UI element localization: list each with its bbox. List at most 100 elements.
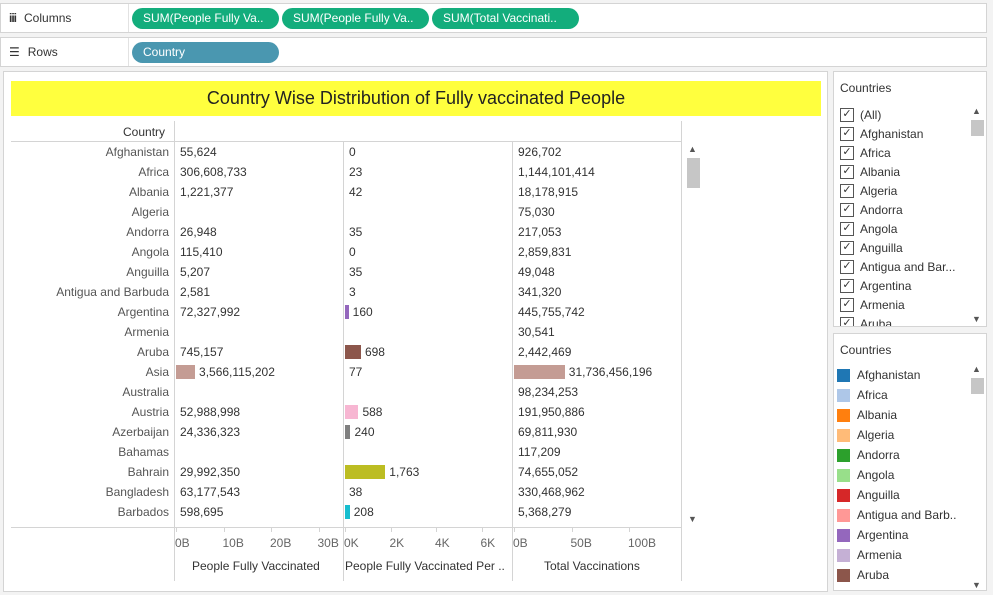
legend-item[interactable]: Algeria xyxy=(837,425,894,445)
filter-item-label: Aruba xyxy=(860,316,893,327)
filter-item[interactable]: ✓ Afghanistan xyxy=(840,124,923,143)
bar[interactable] xyxy=(345,345,361,359)
filter-scroll-down-icon[interactable]: ▼ xyxy=(972,314,981,324)
row-label: Armenia xyxy=(124,325,169,339)
checkbox-checked-icon[interactable]: ✓ xyxy=(840,183,854,198)
filter-item[interactable]: ✓ Armenia xyxy=(840,295,905,314)
legend-item[interactable]: Africa xyxy=(837,385,888,405)
bar[interactable] xyxy=(176,365,196,379)
filter-scrollbar[interactable]: ▲ ▼ xyxy=(970,106,984,324)
filter-item[interactable]: ✓ Argentina xyxy=(840,276,911,295)
table-scrollbar[interactable]: ▲ ▼ xyxy=(686,142,700,527)
column-pill-people-fully-vaccinated-per[interactable]: SUM(People Fully Va.. xyxy=(282,8,429,29)
scroll-up-icon[interactable]: ▲ xyxy=(688,144,697,154)
legend-item-label: Andorra xyxy=(857,448,900,462)
value-label: 160 xyxy=(352,305,373,319)
legend-item-label: Africa xyxy=(857,388,888,402)
column-pill-total-vaccinations[interactable]: SUM(Total Vaccinati.. xyxy=(432,8,579,29)
axis-tick-label: 10B xyxy=(222,536,244,550)
value-label: 0 xyxy=(349,145,356,159)
value-label: 698 xyxy=(364,345,385,359)
value-label: 115,410 xyxy=(180,245,223,259)
legend-item[interactable]: Anguilla xyxy=(837,485,900,505)
rows-shelf: ☰ Rows Country xyxy=(0,37,987,67)
legend-item[interactable]: Argentina xyxy=(837,525,908,545)
legend-swatch xyxy=(837,528,850,542)
legend-item[interactable]: Albania xyxy=(837,405,897,425)
row-label: Azerbaijan xyxy=(112,425,169,439)
value-label: 74,655,052 xyxy=(518,465,579,479)
row-label: Bahrain xyxy=(127,465,169,479)
filter-item-label: Armenia xyxy=(860,297,905,312)
checkbox-checked-icon[interactable]: ✓ xyxy=(840,278,854,293)
filter-item[interactable]: ✓ Angola xyxy=(840,219,897,238)
legend-item[interactable]: Afghanistan xyxy=(837,365,920,385)
row-pill-country[interactable]: Country xyxy=(132,42,279,63)
filter-item-label: (All) xyxy=(860,107,882,122)
value-label: 29,992,350 xyxy=(180,465,241,479)
countries-legend-panel: Countries Afghanistan Africa Albania Algeri… xyxy=(833,333,987,591)
value-label: 445,755,742 xyxy=(518,305,585,319)
value-label: 3,566,115,202 xyxy=(199,365,275,379)
bar[interactable] xyxy=(345,465,386,479)
bar[interactable] xyxy=(345,425,351,439)
row-label: Afghanistan xyxy=(105,145,169,159)
checkbox-checked-icon[interactable]: ✓ xyxy=(840,164,854,179)
rows-icon: ☰ xyxy=(9,45,20,59)
checkbox-checked-icon[interactable]: ✓ xyxy=(840,202,854,217)
legend-swatch xyxy=(837,448,850,462)
filter-item[interactable]: ✓ Africa xyxy=(840,143,891,162)
filter-item[interactable]: ✓ Antigua and Bar... xyxy=(840,257,955,276)
value-label: 1,144,101,414 xyxy=(518,165,595,179)
legend-item[interactable]: Aruba xyxy=(837,565,889,585)
column-pill-people-fully-vaccinated[interactable]: SUM(People Fully Va.. xyxy=(132,8,279,29)
axis-tick-label: 30B xyxy=(317,536,339,550)
legend-item[interactable]: Angola xyxy=(837,465,894,485)
filter-scroll-up-icon[interactable]: ▲ xyxy=(972,106,981,116)
checkbox-checked-icon[interactable]: ✓ xyxy=(840,126,854,141)
filter-item-label: Anguilla xyxy=(860,240,903,255)
bar[interactable] xyxy=(514,365,565,379)
filter-item-label: Albania xyxy=(860,164,901,179)
value-label: 75,030 xyxy=(518,205,555,219)
checkbox-checked-icon[interactable]: ✓ xyxy=(840,145,854,160)
filter-item[interactable]: ✓ (All) xyxy=(840,105,881,124)
filter-item-label: Afghanistan xyxy=(860,126,924,141)
legend-scroll-thumb[interactable] xyxy=(971,378,984,394)
legend-item-label: Antigua and Barb.. xyxy=(857,508,957,522)
legend-scroll-down-icon[interactable]: ▼ xyxy=(972,580,981,590)
axis-title-tv: Total Vaccinations xyxy=(544,559,640,573)
filter-scroll-thumb[interactable] xyxy=(971,120,984,136)
checkbox-checked-icon[interactable]: ✓ xyxy=(840,316,854,326)
bar[interactable] xyxy=(345,405,359,419)
filter-item[interactable]: ✓ Albania xyxy=(840,162,900,181)
row-label: Anguilla xyxy=(126,265,169,279)
checkbox-checked-icon[interactable]: ✓ xyxy=(840,259,854,274)
checkbox-checked-icon[interactable]: ✓ xyxy=(840,107,854,122)
legend-item[interactable]: Armenia xyxy=(837,545,902,565)
legend-item-label: Afghanistan xyxy=(857,368,921,382)
filter-item[interactable]: ✓ Algeria xyxy=(840,181,897,200)
checkbox-checked-icon[interactable]: ✓ xyxy=(840,297,854,312)
axis-title-pfvp: People Fully Vaccinated Per .. xyxy=(345,559,505,573)
bar[interactable] xyxy=(345,305,349,319)
row-label: Bangladesh xyxy=(105,485,169,499)
bar[interactable] xyxy=(345,505,350,519)
value-label: 72,327,992 xyxy=(180,305,241,319)
legend-item[interactable]: Antigua and Barb.. xyxy=(837,505,956,525)
legend-scrollbar[interactable]: ▲ ▼ xyxy=(970,364,984,590)
filter-item[interactable]: ✓ Anguilla xyxy=(840,238,903,257)
filter-item[interactable]: ✓ Andorra xyxy=(840,200,903,219)
filter-item[interactable]: ✓ Aruba xyxy=(840,314,893,327)
legend-swatch xyxy=(837,388,850,402)
scroll-thumb[interactable] xyxy=(687,158,700,188)
scroll-down-icon[interactable]: ▼ xyxy=(688,514,697,524)
axis-title-pfv: People Fully Vaccinated xyxy=(192,559,320,573)
checkbox-checked-icon[interactable]: ✓ xyxy=(840,221,854,236)
chart-title: Country Wise Distribution of Fully vacci… xyxy=(11,81,821,116)
legend-item[interactable]: Andorra xyxy=(837,445,900,465)
legend-scroll-up-icon[interactable]: ▲ xyxy=(972,364,981,374)
value-label: 69,811,930 xyxy=(518,425,578,439)
checkbox-checked-icon[interactable]: ✓ xyxy=(840,240,854,255)
row-label: Asia xyxy=(145,365,169,379)
